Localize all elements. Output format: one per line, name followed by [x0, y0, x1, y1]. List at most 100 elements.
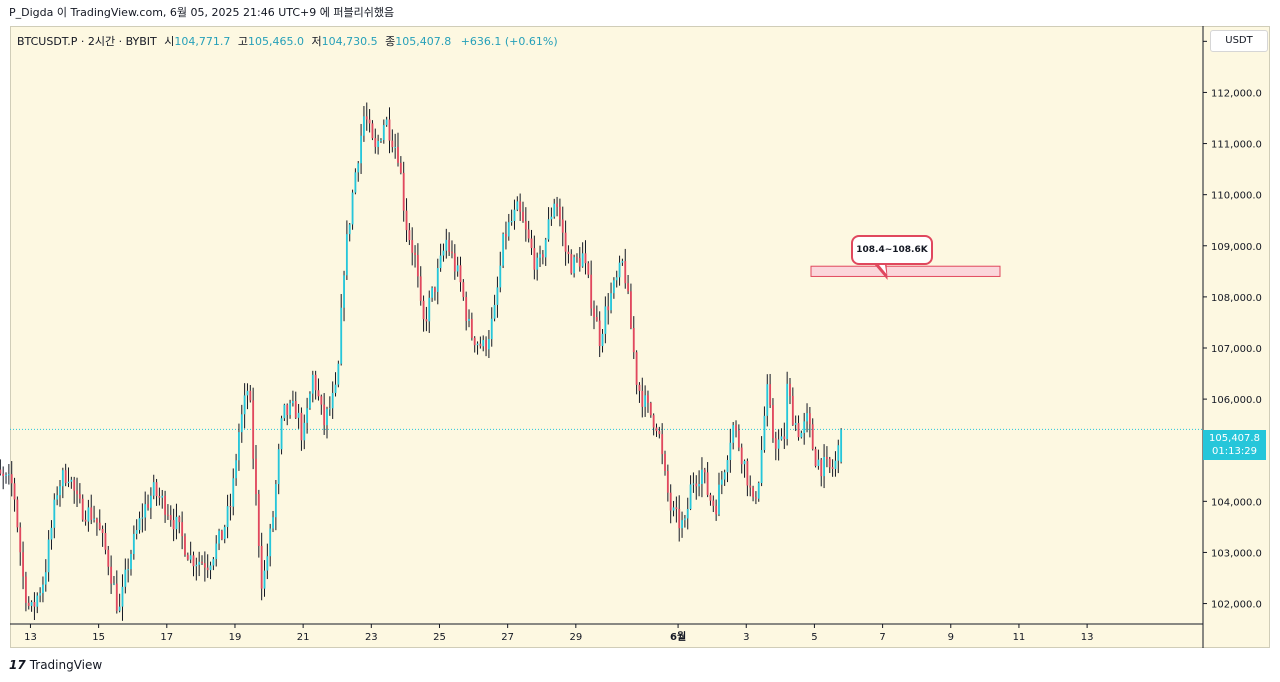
candle-body [2, 473, 5, 476]
candle-body [556, 203, 558, 207]
candle-body [473, 337, 476, 346]
candle-body [326, 409, 328, 426]
price-callout[interactable]: 108.4~108.6K [851, 235, 933, 265]
candle-body [56, 495, 59, 500]
candle-body [7, 474, 10, 476]
candle-body [141, 517, 144, 519]
symbol-legend[interactable]: BTCUSDT.P · 2시간 · BYBIT 시104,771.7 고105,… [17, 33, 558, 49]
candle-body [732, 425, 735, 443]
y-tick-label: 111,000.0 [1211, 140, 1262, 151]
candle-body [286, 404, 289, 415]
candle-body [743, 460, 746, 465]
candle-body [834, 460, 837, 469]
candle-body [831, 467, 834, 469]
candle-body [263, 570, 266, 589]
candle-body [510, 220, 513, 223]
candle-body [578, 258, 581, 267]
candle-body [44, 572, 47, 585]
candle-body [686, 508, 689, 519]
chart-area[interactable] [10, 26, 1270, 648]
bar-countdown: 01:13:29 [1212, 446, 1257, 457]
candle-body [47, 539, 50, 573]
tradingview-footer[interactable]: 17 TradingView [9, 656, 102, 674]
candle-body [553, 203, 556, 217]
candle-body [272, 517, 274, 529]
candle-body [570, 254, 573, 274]
legend-low-label: 저 [311, 35, 322, 48]
candle-body [368, 119, 371, 124]
candle-body [672, 507, 675, 511]
candle-body [209, 565, 212, 571]
candle-body [232, 478, 235, 507]
candle-body [453, 253, 456, 272]
tradingview-logo-icon: 17 [9, 658, 26, 672]
candle-body [806, 413, 808, 422]
y-tick-label: 102,000.0 [1211, 600, 1262, 611]
candle-body [635, 352, 638, 385]
candle-body [59, 486, 61, 496]
y-tick-label: 110,000.0 [1211, 191, 1262, 202]
candle-body [840, 429, 843, 462]
legend-high-value: 105,465.0 [247, 35, 304, 48]
candle-body [723, 472, 726, 480]
candle-body [496, 287, 499, 305]
candle-body [320, 396, 323, 405]
y-tick-label: 106,000.0 [1211, 395, 1262, 406]
candle-body [90, 507, 93, 520]
candle-body [255, 458, 257, 495]
candle-body [604, 306, 607, 334]
candle-body [238, 432, 240, 461]
candle-body [558, 206, 561, 220]
candle-body [823, 456, 826, 477]
candle-body [33, 602, 36, 607]
candle-body [10, 474, 13, 484]
candle-body [695, 483, 698, 487]
candle-body [669, 492, 672, 511]
currency-button[interactable]: USDT [1210, 30, 1268, 52]
candle-body [726, 459, 729, 473]
candle-body [30, 602, 33, 606]
candle-body [595, 317, 598, 321]
candle-body [416, 255, 419, 277]
candle-body [630, 291, 632, 329]
candle-body [564, 232, 567, 252]
candle-body [462, 282, 465, 298]
candle-body [729, 442, 732, 460]
candle-body [354, 172, 357, 193]
candle-body [408, 230, 411, 241]
legend-open-label: 시 [164, 35, 175, 48]
candle-body [81, 498, 84, 520]
candle-body [615, 277, 618, 281]
candle-body [683, 518, 686, 521]
x-tick-label: 9 [948, 632, 954, 643]
legend-change-value: +636.1 (+0.61%) [460, 35, 558, 48]
candle-body [783, 436, 786, 440]
candle-body [22, 552, 24, 577]
candle-body [621, 261, 624, 263]
candle-body [76, 490, 78, 495]
candle-body [678, 509, 681, 529]
y-tick-label: 103,000.0 [1211, 548, 1262, 559]
candle-body [311, 374, 314, 394]
candle-body [380, 140, 382, 142]
x-tick-label: 23 [365, 632, 378, 643]
candle-body [50, 527, 53, 540]
candle-body [541, 254, 544, 258]
candle-body [84, 519, 87, 522]
candle-body [277, 449, 280, 485]
candle-body [348, 224, 351, 235]
candle-body [110, 566, 113, 584]
candle-body [598, 320, 601, 347]
candle-body [107, 549, 110, 567]
candle-body [220, 530, 223, 540]
candle-body [164, 495, 167, 515]
candle-body [186, 554, 189, 560]
candle-body [371, 123, 374, 139]
candle-body [649, 402, 652, 416]
candle-body [115, 583, 118, 611]
candle-body [791, 395, 794, 425]
candle-body [391, 140, 394, 148]
candle-body [73, 479, 76, 491]
candle-body [581, 253, 584, 267]
